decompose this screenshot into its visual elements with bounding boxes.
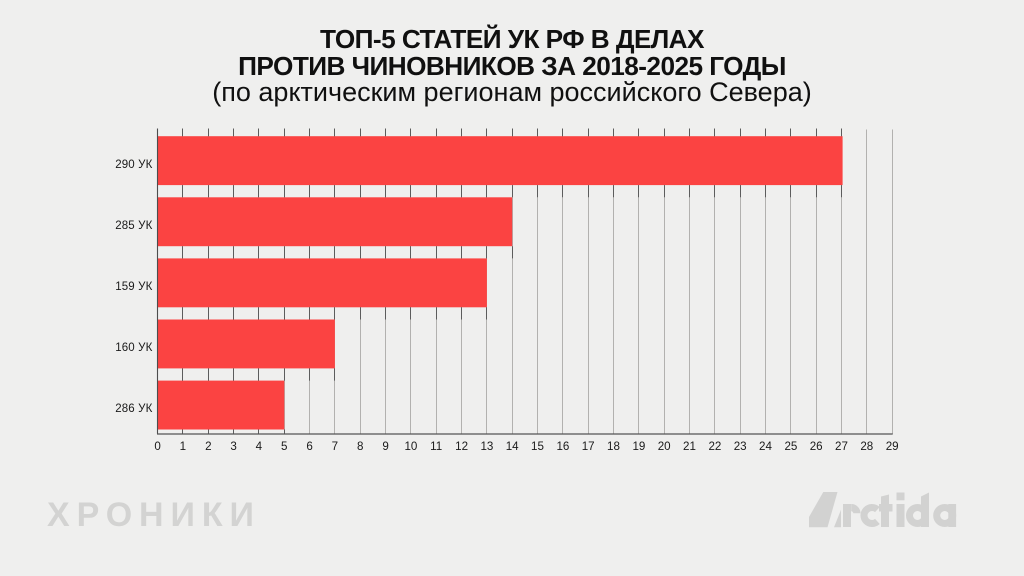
- svg-text:16: 16: [556, 440, 569, 453]
- svg-text:26: 26: [810, 440, 823, 453]
- svg-text:160 УК: 160 УК: [115, 342, 152, 354]
- svg-text:28: 28: [860, 440, 873, 453]
- svg-text:10: 10: [404, 440, 417, 453]
- svg-text:8: 8: [357, 440, 363, 453]
- svg-text:6: 6: [306, 440, 312, 453]
- svg-text:14: 14: [506, 440, 519, 453]
- svg-text:19: 19: [632, 440, 645, 453]
- svg-text:3: 3: [230, 440, 236, 453]
- svg-text:2: 2: [205, 440, 211, 453]
- svg-text:24: 24: [759, 440, 772, 453]
- svg-text:27: 27: [835, 440, 848, 453]
- svg-text:5: 5: [281, 440, 287, 453]
- svg-text:20: 20: [658, 440, 671, 453]
- svg-text:159 УК: 159 УК: [115, 281, 152, 293]
- svg-text:4: 4: [256, 440, 263, 453]
- svg-text:11: 11: [430, 440, 442, 453]
- svg-text:15: 15: [531, 440, 544, 453]
- svg-text:13: 13: [480, 440, 493, 453]
- svg-text:21: 21: [683, 440, 696, 453]
- svg-text:9: 9: [382, 440, 388, 453]
- svg-text:1: 1: [180, 440, 186, 453]
- svg-text:22: 22: [708, 440, 721, 453]
- svg-text:290 УК: 290 УК: [115, 159, 152, 171]
- svg-text:23: 23: [734, 440, 747, 453]
- svg-text:286 УК: 286 УК: [115, 403, 152, 415]
- svg-text:18: 18: [607, 440, 620, 453]
- svg-text:285 УК: 285 УК: [115, 220, 152, 232]
- svg-text:12: 12: [455, 440, 468, 453]
- svg-text:29: 29: [886, 440, 899, 453]
- svg-text:25: 25: [784, 440, 797, 453]
- svg-text:0: 0: [154, 440, 160, 453]
- svg-text:7: 7: [332, 440, 338, 453]
- svg-text:17: 17: [582, 440, 595, 453]
